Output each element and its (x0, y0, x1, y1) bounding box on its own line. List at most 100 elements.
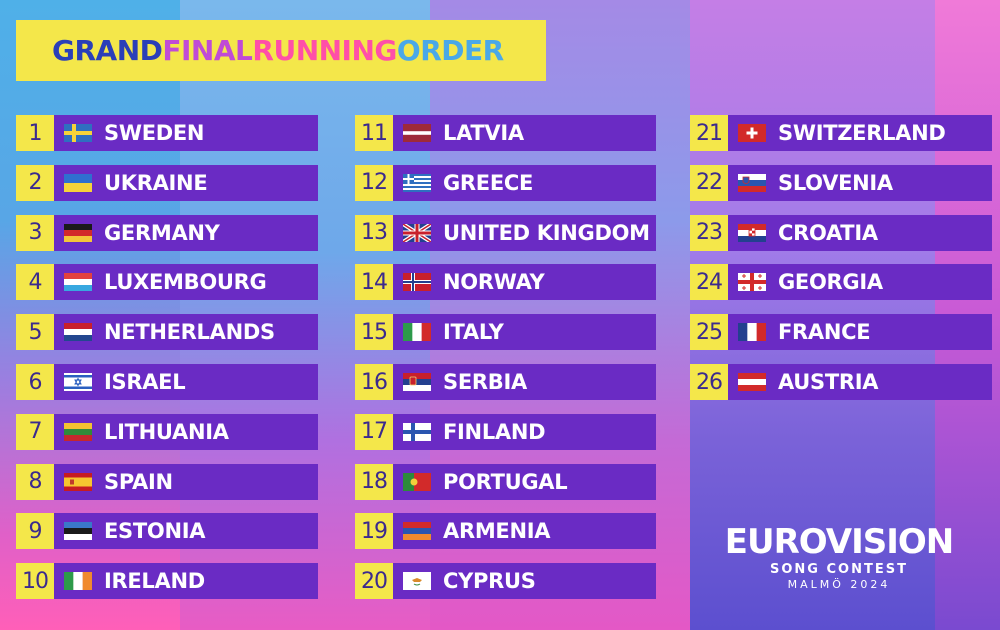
country-name: SLOVENIA (778, 170, 893, 195)
list-item: 22 SLOVENIA (690, 164, 992, 201)
list-item: 12 GREECE (355, 164, 656, 201)
running-order-number: 16 (355, 364, 393, 400)
running-order-number: 6 (16, 364, 54, 400)
list-item: 24 GEORGIA (690, 264, 992, 301)
it-flag-icon (403, 323, 443, 342)
running-order-number: 2 (16, 164, 54, 201)
list-item: 21 SWITZERLAND (690, 115, 992, 151)
title-part-order: ORDER (396, 34, 504, 67)
country-name: AUSTRIA (778, 370, 879, 394)
se-flag-icon (64, 124, 104, 142)
fi-flag-icon (403, 422, 443, 441)
list-item: 23 CROATIA (690, 214, 992, 251)
country-name: GERMANY (104, 220, 220, 245)
rs-flag-icon (403, 373, 443, 391)
list-item: 19 ARMENIA (355, 513, 656, 550)
country-bar: GREECE (393, 164, 656, 201)
country-name: FINLAND (443, 419, 546, 444)
running-order-number: 23 (690, 214, 728, 251)
country-bar: ITALY (393, 314, 656, 351)
country-bar: SWEDEN (54, 115, 318, 151)
ie-flag-icon (64, 572, 104, 591)
country-name: LITHUANIA (104, 419, 229, 444)
running-order-number: 8 (16, 463, 54, 500)
country-bar: GEORGIA (728, 264, 992, 301)
country-bar: ESTONIA (54, 513, 318, 550)
country-bar: SPAIN (54, 463, 318, 500)
country-name: LUXEMBOURG (104, 270, 267, 295)
country-name: LATVIA (443, 121, 524, 145)
running-order-number: 18 (355, 463, 393, 500)
country-bar: NORWAY (393, 264, 656, 301)
list-item: 14 NORWAY (355, 264, 656, 301)
country-name: CROATIA (778, 220, 878, 245)
country-name: SERBIA (443, 370, 527, 394)
at-flag-icon (738, 373, 778, 391)
country-bar: LITHUANIA (54, 413, 318, 450)
country-bar: UNITED KINGDOM (393, 214, 656, 251)
country-name: SPAIN (104, 469, 173, 494)
list-item: 20 CYPRUS (355, 563, 656, 600)
page-title: GRAND FINAL RUNNING ORDER (16, 20, 546, 81)
logo-song-contest: SONG CONTEST (770, 562, 908, 577)
cy-flag-icon (403, 572, 443, 591)
lv-flag-icon (403, 124, 443, 142)
country-name: SWEDEN (104, 121, 205, 145)
country-bar: AUSTRIA (728, 364, 992, 400)
country-bar: PORTUGAL (393, 463, 656, 500)
lt-flag-icon (64, 422, 104, 441)
country-bar: GERMANY (54, 214, 318, 251)
ch-flag-icon (738, 124, 778, 142)
country-name: ISRAEL (104, 370, 186, 394)
country-name: UKRAINE (104, 170, 208, 195)
country-bar: SWITZERLAND (728, 115, 992, 151)
logo-host-city-year: MALMÖ 2024 (787, 578, 891, 591)
country-bar: FRANCE (728, 314, 992, 351)
running-order-number: 1 (16, 115, 54, 151)
list-item: 2 UKRAINE (16, 164, 318, 201)
running-order-number: 4 (16, 264, 54, 301)
list-item: 6 ISRAEL (16, 364, 318, 400)
running-order-number: 7 (16, 413, 54, 450)
title-part-final: FINAL (162, 34, 253, 67)
ee-flag-icon (64, 522, 104, 541)
list-item: 16 SERBIA (355, 364, 656, 400)
list-item: 7 LITHUANIA (16, 413, 318, 450)
running-order-number: 13 (355, 214, 393, 251)
list-item: 13 UNITED KINGDOM (355, 214, 656, 251)
running-order-number: 24 (690, 264, 728, 301)
country-bar: ARMENIA (393, 513, 656, 550)
list-item: 3 GERMANY (16, 214, 318, 251)
country-bar: SERBIA (393, 364, 656, 400)
running-order-number: 15 (355, 314, 393, 351)
title-part-running: RUNNING (252, 34, 397, 67)
list-item: 26 AUSTRIA (690, 364, 992, 400)
running-order-number: 21 (690, 115, 728, 151)
running-order-number: 14 (355, 264, 393, 301)
country-name: SWITZERLAND (778, 121, 946, 145)
country-name: FRANCE (778, 320, 871, 345)
am-flag-icon (403, 522, 443, 541)
running-order-number: 17 (355, 413, 393, 450)
country-bar: UKRAINE (54, 164, 318, 201)
country-name: GREECE (443, 170, 534, 195)
running-order-number: 5 (16, 314, 54, 351)
country-name: ITALY (443, 320, 504, 345)
running-order-number: 3 (16, 214, 54, 251)
country-name: UNITED KINGDOM (443, 220, 650, 245)
running-order-number: 12 (355, 164, 393, 201)
si-flag-icon (738, 173, 778, 192)
running-order-number: 19 (355, 513, 393, 550)
eurovision-logo: EUROVISION SONG CONTEST MALMÖ 2024 (725, 522, 954, 604)
country-bar: ISRAEL (54, 364, 318, 400)
running-order-number: 25 (690, 314, 728, 351)
country-name: CYPRUS (443, 569, 536, 594)
lu-flag-icon (64, 273, 104, 292)
list-item: 5 NETHERLANDS (16, 314, 318, 351)
running-order-number: 10 (16, 563, 54, 600)
hr-flag-icon (738, 223, 778, 242)
de-flag-icon (64, 223, 104, 242)
list-item: 25 FRANCE (690, 314, 992, 351)
running-order-number: 20 (355, 563, 393, 600)
country-name: IRELAND (104, 569, 205, 594)
